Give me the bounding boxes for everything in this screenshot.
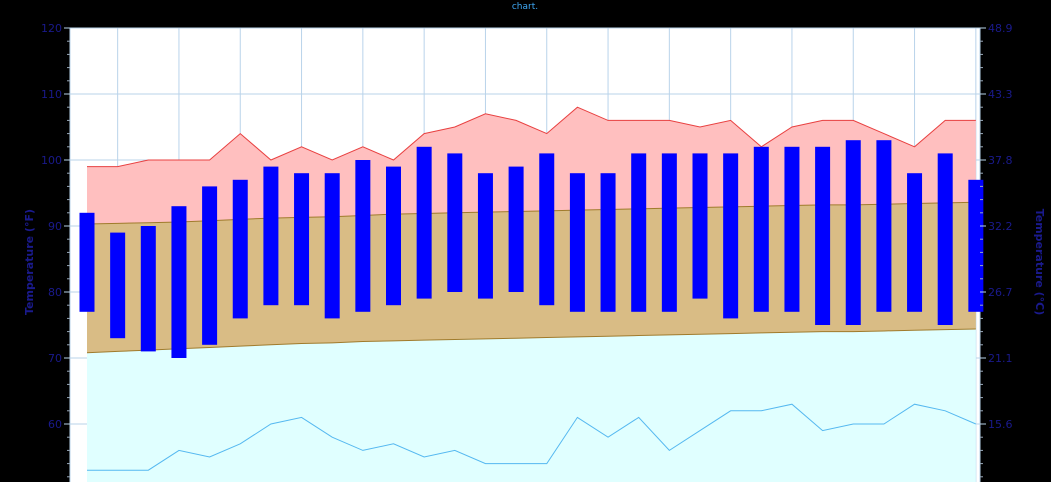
daily-range-bar — [937, 153, 953, 325]
daily-range-bar — [815, 146, 831, 325]
daily-range-bar — [600, 173, 616, 312]
right-tick-label: 32.2 — [988, 220, 1013, 233]
left-tick-label: 110 — [41, 88, 62, 101]
right-tick-label: 26.7 — [988, 286, 1013, 299]
daily-range-bar — [171, 206, 187, 358]
daily-range-bar — [968, 179, 984, 312]
daily-range-bar — [723, 153, 739, 319]
daily-range-bar — [416, 146, 432, 299]
daily-range-bar — [631, 153, 647, 312]
band-areas — [86, 106, 977, 482]
daily-range-bar — [569, 173, 585, 312]
daily-range-bar — [202, 186, 218, 345]
left-tick-label: 120 — [41, 22, 62, 35]
daily-range-bar — [110, 232, 126, 339]
left-tick-label: 80 — [48, 286, 62, 299]
left-tick-label: 90 — [48, 220, 62, 233]
left-axis: 120 110 100 90 80 70 60 — [41, 22, 70, 478]
left-axis-title: Temperature (°F) — [23, 209, 36, 315]
daily-range-bar — [263, 166, 279, 306]
daily-range-bar — [539, 153, 555, 306]
record-low-area — [87, 404, 976, 482]
right-tick-label: 48.9 — [988, 22, 1013, 35]
right-axis-title: Temperature (°C) — [1033, 209, 1046, 316]
left-tick-label: 60 — [48, 418, 62, 431]
daily-range-bar — [876, 140, 892, 312]
daily-range-bar — [692, 153, 708, 299]
daily-range-bar — [232, 179, 248, 319]
chart-caption: chart. — [512, 2, 538, 12]
normal-low-line — [86, 328, 976, 354]
right-tick-label: 37.8 — [988, 154, 1013, 167]
left-tick-label: 70 — [48, 352, 62, 365]
daily-range-bar — [386, 166, 401, 306]
daily-range-bar — [907, 173, 923, 312]
daily-range-bar — [79, 212, 95, 312]
daily-range-bar — [477, 173, 493, 299]
record-low-line — [87, 403, 977, 471]
right-tick-label: 15.6 — [988, 418, 1013, 431]
daily-range-bar — [140, 226, 156, 352]
record-high-area — [87, 107, 976, 225]
record-high-line — [87, 106, 976, 168]
daily-range-bar — [784, 146, 800, 312]
daily-range-bar — [753, 146, 769, 312]
left-tick-label: 100 — [41, 154, 62, 167]
right-tick-label: 43.3 — [988, 88, 1013, 101]
daily-range-bars — [79, 140, 984, 358]
daily-range-bar — [661, 153, 677, 312]
normal-range-area — [87, 202, 976, 353]
daily-range-bar — [845, 140, 861, 325]
right-tick-label: 21.1 — [988, 352, 1013, 365]
right-axis: 48.9 43.3 37.8 32.2 26.7 21.1 15.6 — [980, 22, 1013, 478]
daily-range-bar — [324, 173, 340, 319]
daily-range-bar — [447, 153, 463, 292]
daily-range-bar — [508, 166, 524, 292]
daily-range-bar — [294, 173, 310, 306]
daily-range-bar — [355, 160, 371, 312]
low-band-area — [87, 328, 976, 471]
